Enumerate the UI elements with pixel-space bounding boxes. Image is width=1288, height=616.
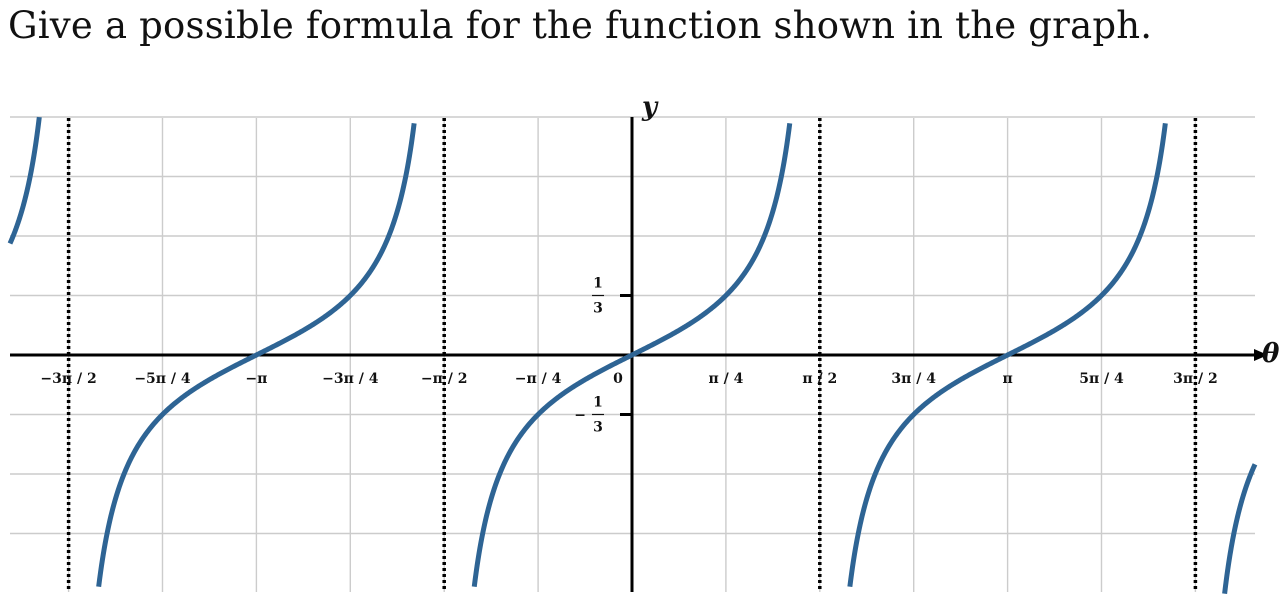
tangent-branch-curve (471, 123, 793, 587)
tangent-branch-curve (7, 116, 42, 245)
tangent-branch-curve (847, 123, 1168, 587)
x-tick-label: −5π / 4 (134, 371, 191, 387)
axes: y θ (10, 92, 1280, 592)
x-tick-label: π / 2 (802, 371, 837, 387)
x-axis-arrow (1254, 349, 1268, 361)
y-tick-denominator: 3 (593, 419, 603, 435)
x-tick-labels: −3π / 2 −5π / 4 −π −3π / 4 −π / 2 −π / 4 0 π / … (40, 371, 1217, 387)
x-tick-label: −π (245, 371, 267, 387)
y-tick-numerator: 1 (593, 394, 603, 410)
x-tick-label: π (1002, 371, 1012, 387)
y-tick-denominator: 3 (593, 301, 603, 317)
x-tick-label: 3π / 2 (1173, 371, 1218, 387)
x-tick-label: 3π / 4 (891, 371, 936, 387)
tangent-branch-curve (1222, 463, 1258, 594)
question-text: Give a possible formula for the function… (8, 4, 1153, 47)
y-axis-label: y (641, 92, 659, 122)
x-tick-label: −π / 2 (421, 371, 468, 387)
y-tick-sign: − (574, 407, 586, 423)
tangent-branch-curve (96, 123, 417, 587)
x-tick-label: π / 4 (708, 371, 743, 387)
x-tick-label: −3π / 2 (40, 371, 96, 387)
x-axis-label: θ (1262, 339, 1280, 369)
x-tick-label: −3π / 4 (322, 371, 379, 387)
x-tick-label: 5π / 4 (1079, 371, 1124, 387)
x-tick-label: 0 (613, 371, 623, 387)
series-curves (7, 116, 1258, 594)
x-tick-label: −π / 4 (515, 371, 562, 387)
y-tick-numerator: 1 (593, 276, 603, 292)
